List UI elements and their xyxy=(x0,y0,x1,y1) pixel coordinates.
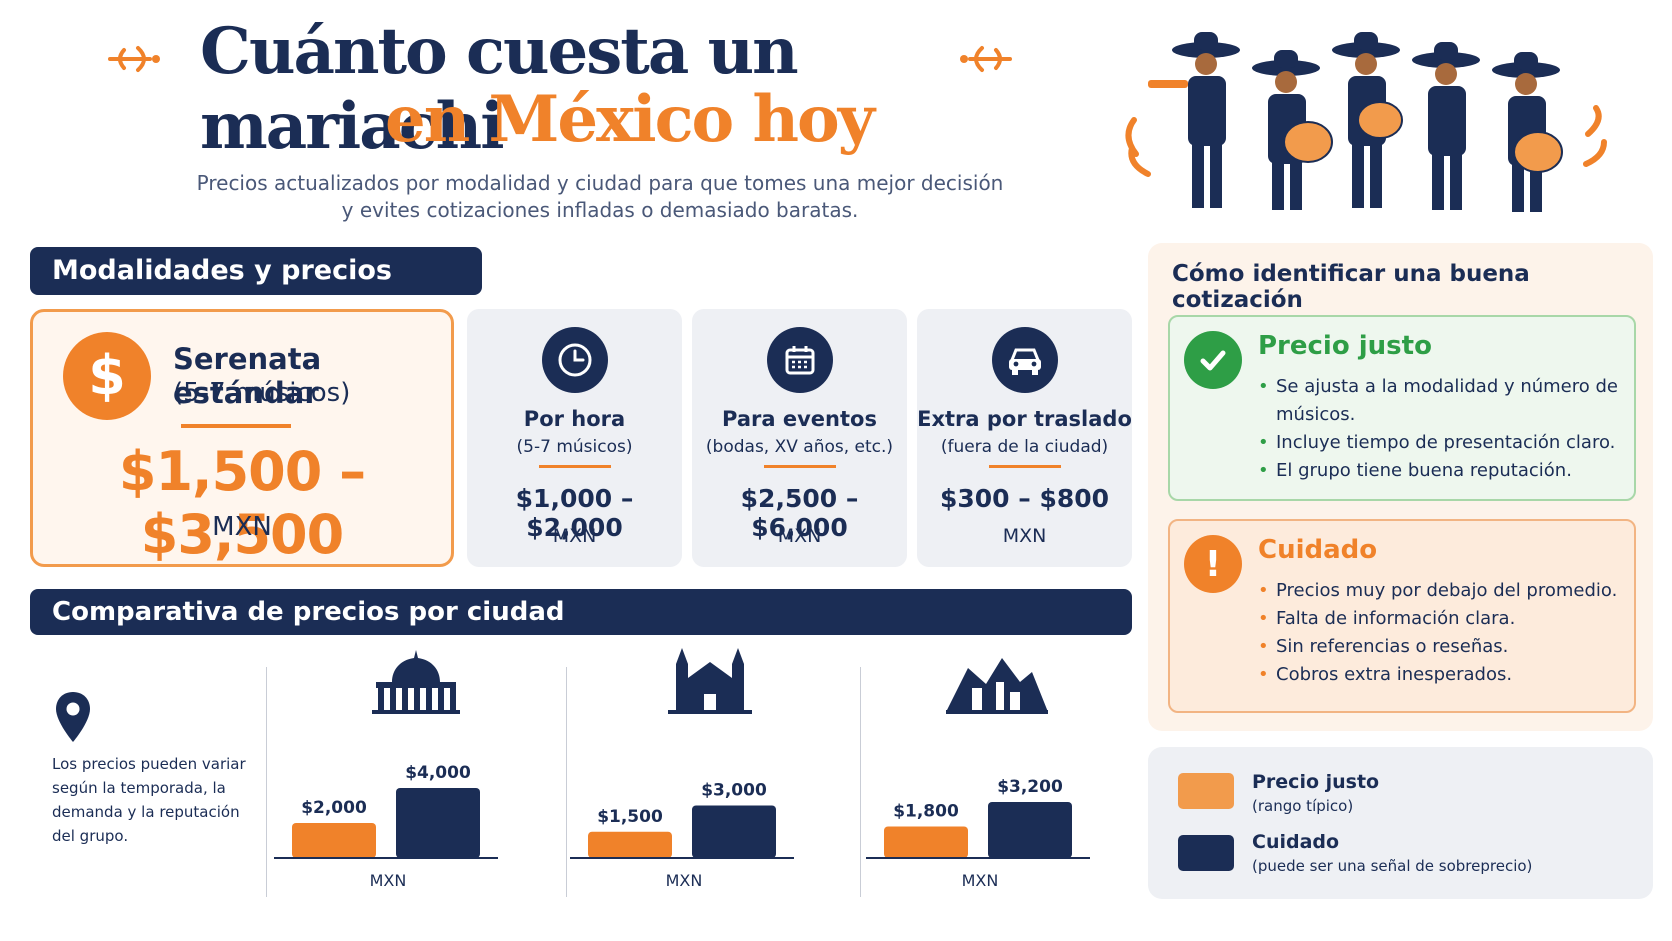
list-item: Precios muy por debajo del promedio. xyxy=(1258,577,1618,605)
bar-value-label: $2,000 xyxy=(301,798,367,818)
bar-caution xyxy=(396,788,480,858)
car-icon xyxy=(992,327,1058,393)
featured-currency: MXN xyxy=(212,512,272,542)
featured-card-serenata: $ Serenata estándar (5-7 músicos) $1,500… xyxy=(30,309,454,567)
panel-title: Cómo identificar una buena cotización xyxy=(1172,261,1530,313)
bellas-artes-icon xyxy=(370,648,462,718)
card-subtitle: (bodas, XV años, etc.) xyxy=(705,437,894,457)
fair-price-list: Se ajusta a la modalidad y número de mús… xyxy=(1258,373,1618,485)
axis-label-mxn: MXN xyxy=(370,871,407,890)
chart-legend: Precio justo (rango típico) Cuidado (pue… xyxy=(1148,747,1653,899)
section-header-comparativa: Comparativa de precios por ciudad xyxy=(30,589,1132,635)
location-pin-icon xyxy=(54,690,92,748)
card-title: Extra por traslado xyxy=(917,407,1132,431)
ornament-left-icon xyxy=(108,40,162,86)
card-por-hora: Por hora (5-7 músicos) $1,000 – $2,000 M… xyxy=(467,309,682,567)
subtitle-line1: Precios actualizados por modalidad y ciu… xyxy=(196,171,1004,195)
mariachi-band-illustration xyxy=(1118,24,1608,218)
cathedral-icon xyxy=(668,648,752,718)
list-item: El grupo tiene buena reputación. xyxy=(1258,457,1618,485)
card-extra-traslado: Extra por traslado (fuera de la ciudad) … xyxy=(917,309,1132,567)
card-subtitle: (5-7 músicos) xyxy=(516,437,633,457)
card-title: Por hora xyxy=(523,407,626,431)
subtitle: Precios actualizados por modalidad y ciu… xyxy=(150,170,1050,224)
axis-label-mxn: MXN xyxy=(962,871,999,890)
list-item: Se ajusta a la modalidad y número de mús… xyxy=(1258,373,1618,429)
quote-tips-panel: Cómo identificar una buena cotización Pr… xyxy=(1148,243,1653,731)
card-price: $300 – $800 xyxy=(939,484,1110,513)
warning-icon: ! xyxy=(1184,535,1242,593)
calendar-icon xyxy=(767,327,833,393)
dollar-icon: $ xyxy=(63,332,151,420)
bar-value-label: $3,000 xyxy=(701,781,767,801)
bar-caution xyxy=(692,805,776,858)
fair-price-box: Precio justo Se ajusta a la modalidad y … xyxy=(1168,315,1636,501)
divider xyxy=(566,667,567,897)
card-currency: MXN xyxy=(552,525,597,547)
city-price-bar-chart: Ciudad de México$2,000$4,000MXNGuadalaja… xyxy=(274,763,1090,890)
caution-list: Precios muy por debajo del promedio. Fal… xyxy=(1258,577,1618,689)
legend-label-caution: Cuidado xyxy=(1252,831,1340,853)
bar-value-label: $4,000 xyxy=(405,763,471,783)
divider xyxy=(266,667,267,897)
legend-label-fair: Precio justo xyxy=(1252,771,1380,793)
featured-divider xyxy=(181,424,291,428)
legend-sub-fair: (rango típico) xyxy=(1252,797,1354,815)
clock-icon xyxy=(542,327,608,393)
checkmark-icon xyxy=(1184,331,1242,389)
list-item: Incluye tiempo de presentación claro. xyxy=(1258,429,1618,457)
bar-value-label: $3,200 xyxy=(997,777,1063,797)
section-header-modalidades: Modalidades y precios típicos xyxy=(30,247,482,334)
featured-title: Serenata estándar xyxy=(173,342,322,410)
featured-price: $1,500 – $3,500 xyxy=(118,440,366,566)
ornament-right-icon xyxy=(958,40,1012,86)
bar-fair xyxy=(884,826,968,858)
card-currency: MXN xyxy=(1002,525,1047,547)
caution-box: ! Cuidado Precios muy por debajo del pro… xyxy=(1168,519,1636,713)
list-item: Sin referencias o reseñas. xyxy=(1258,633,1618,661)
card-divider xyxy=(989,465,1061,468)
card-para-eventos: Para eventos (bodas, XV años, etc.) $2,5… xyxy=(692,309,907,567)
bar-value-label: $1,500 xyxy=(597,807,663,827)
subtitle-line2: y evites cotizaciones infladas o demasia… xyxy=(341,198,859,222)
list-item: Falta de información clara. xyxy=(1258,605,1618,633)
bar-fair xyxy=(588,831,672,858)
card-price: $2,500 – $6,000 xyxy=(740,484,859,542)
legend-swatch-fair xyxy=(1178,773,1234,809)
featured-subtitle: (5-7 músicos) xyxy=(173,378,351,408)
page-title-line1: Cuánto cuesta un mariachi xyxy=(200,14,799,164)
card-title: Para eventos xyxy=(722,407,877,431)
divider xyxy=(860,667,861,897)
caution-title: Cuidado xyxy=(1258,535,1378,565)
card-divider xyxy=(764,465,836,468)
list-item: Cobros extra inesperados. xyxy=(1258,661,1618,689)
legend-sub-caution: (puede ser una señal de sobreprecio) xyxy=(1252,857,1533,875)
card-subtitle: (fuera de la ciudad) xyxy=(940,437,1109,457)
fair-price-title: Precio justo xyxy=(1258,331,1432,361)
card-price: $1,000 – $2,000 xyxy=(515,484,634,542)
price-note: Los precios pueden variar según la tempo… xyxy=(52,755,246,845)
mountain-city-icon xyxy=(946,654,1048,718)
bar-caution xyxy=(988,802,1072,858)
card-currency: MXN xyxy=(777,525,822,547)
bar-value-label: $1,800 xyxy=(893,802,959,822)
axis-label-mxn: MXN xyxy=(666,871,703,890)
page-title-line2: en México hoy xyxy=(385,82,875,157)
legend-swatch-caution xyxy=(1178,835,1234,871)
bar-fair xyxy=(292,823,376,858)
card-divider xyxy=(539,465,611,468)
